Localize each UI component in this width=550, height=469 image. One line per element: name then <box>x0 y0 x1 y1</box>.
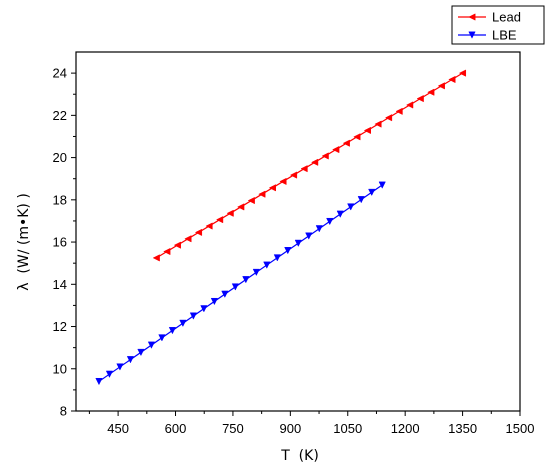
x-tick-label: 750 <box>222 421 244 436</box>
data-point <box>300 165 308 173</box>
data-point <box>137 348 145 357</box>
legend: Lead LBE <box>451 5 545 45</box>
legend-box <box>451 5 545 45</box>
data-point <box>427 88 435 96</box>
legend-label: Lead <box>492 10 521 25</box>
y-tick-label: 14 <box>53 277 67 292</box>
data-point <box>273 254 281 262</box>
data-point <box>163 247 171 256</box>
data-point <box>231 283 239 291</box>
data-point <box>152 254 160 262</box>
legend-marker <box>468 31 476 39</box>
data-point <box>395 107 403 115</box>
y-tick-label: 12 <box>53 319 67 334</box>
data-point <box>406 101 414 109</box>
series-line <box>156 72 463 259</box>
y-tick-label: 8 <box>60 404 67 419</box>
data-point <box>311 158 319 166</box>
y-tick-label: 22 <box>53 108 67 123</box>
data-point <box>205 222 213 230</box>
series-lbe <box>95 181 386 386</box>
data-point <box>437 82 445 90</box>
data-point <box>116 363 124 371</box>
data-point <box>194 228 203 237</box>
data-point <box>294 239 302 247</box>
data-point <box>215 216 224 224</box>
data-point <box>173 241 181 249</box>
y-axis-title: λ (W/ (m•K) ) <box>16 193 32 291</box>
x-tick-label: 1500 <box>506 421 535 436</box>
data-point <box>258 190 266 198</box>
data-point <box>353 133 361 141</box>
data-point <box>105 370 114 378</box>
data-point <box>126 356 135 364</box>
data-point <box>378 181 386 189</box>
data-point <box>158 334 166 342</box>
data-point <box>342 139 350 147</box>
data-point <box>268 184 276 192</box>
data-point <box>247 196 255 205</box>
data-point <box>363 126 372 135</box>
legend-marker <box>468 13 476 21</box>
data-point <box>458 69 467 77</box>
series-lead <box>152 69 467 262</box>
data-point <box>321 152 329 160</box>
data-point <box>263 261 271 269</box>
data-point <box>347 203 355 211</box>
data-point <box>147 341 156 349</box>
data-point <box>252 268 260 277</box>
x-axis-title: T (K) <box>280 448 319 464</box>
data-point <box>179 319 187 328</box>
data-point <box>289 171 298 179</box>
legend-label: LBE <box>492 28 517 43</box>
axes: 450 600 750 900 1050 1200 1350 1500 8 10 12 14 16 18 2… <box>53 51 535 436</box>
data-point <box>357 196 365 204</box>
data-point <box>242 276 250 284</box>
series-line <box>98 184 383 382</box>
data-point <box>284 247 292 255</box>
data-point <box>384 114 393 122</box>
data-point <box>200 305 208 313</box>
data-point <box>189 312 197 320</box>
y-tick-label: 24 <box>53 66 67 81</box>
data-point <box>237 203 245 211</box>
data-point <box>221 290 229 298</box>
data-point <box>326 217 334 226</box>
data-point <box>210 297 218 306</box>
series-layer <box>95 69 467 386</box>
data-point <box>279 177 287 186</box>
data-point <box>332 145 340 154</box>
x-tick-label: 900 <box>279 421 301 436</box>
data-point <box>168 327 177 335</box>
data-point <box>184 235 192 243</box>
plot-frame <box>75 51 521 412</box>
data-point <box>315 225 323 233</box>
data-point <box>374 120 382 128</box>
data-point <box>305 232 313 240</box>
x-tick-label: 450 <box>107 421 129 436</box>
data-point <box>336 210 344 218</box>
data-point <box>368 188 376 197</box>
data-point <box>226 209 234 217</box>
x-tick-label: 600 <box>165 421 187 436</box>
x-tick-label: 1200 <box>391 421 420 436</box>
x-tick-label: 1050 <box>333 421 362 436</box>
y-tick-label: 18 <box>53 192 67 207</box>
y-tick-label: 16 <box>53 235 67 250</box>
y-tick-label: 10 <box>53 361 67 376</box>
data-point <box>95 377 103 386</box>
x-tick-label: 1350 <box>448 421 477 436</box>
data-point <box>416 94 424 103</box>
data-point <box>448 75 456 84</box>
y-tick-label: 20 <box>53 150 67 165</box>
